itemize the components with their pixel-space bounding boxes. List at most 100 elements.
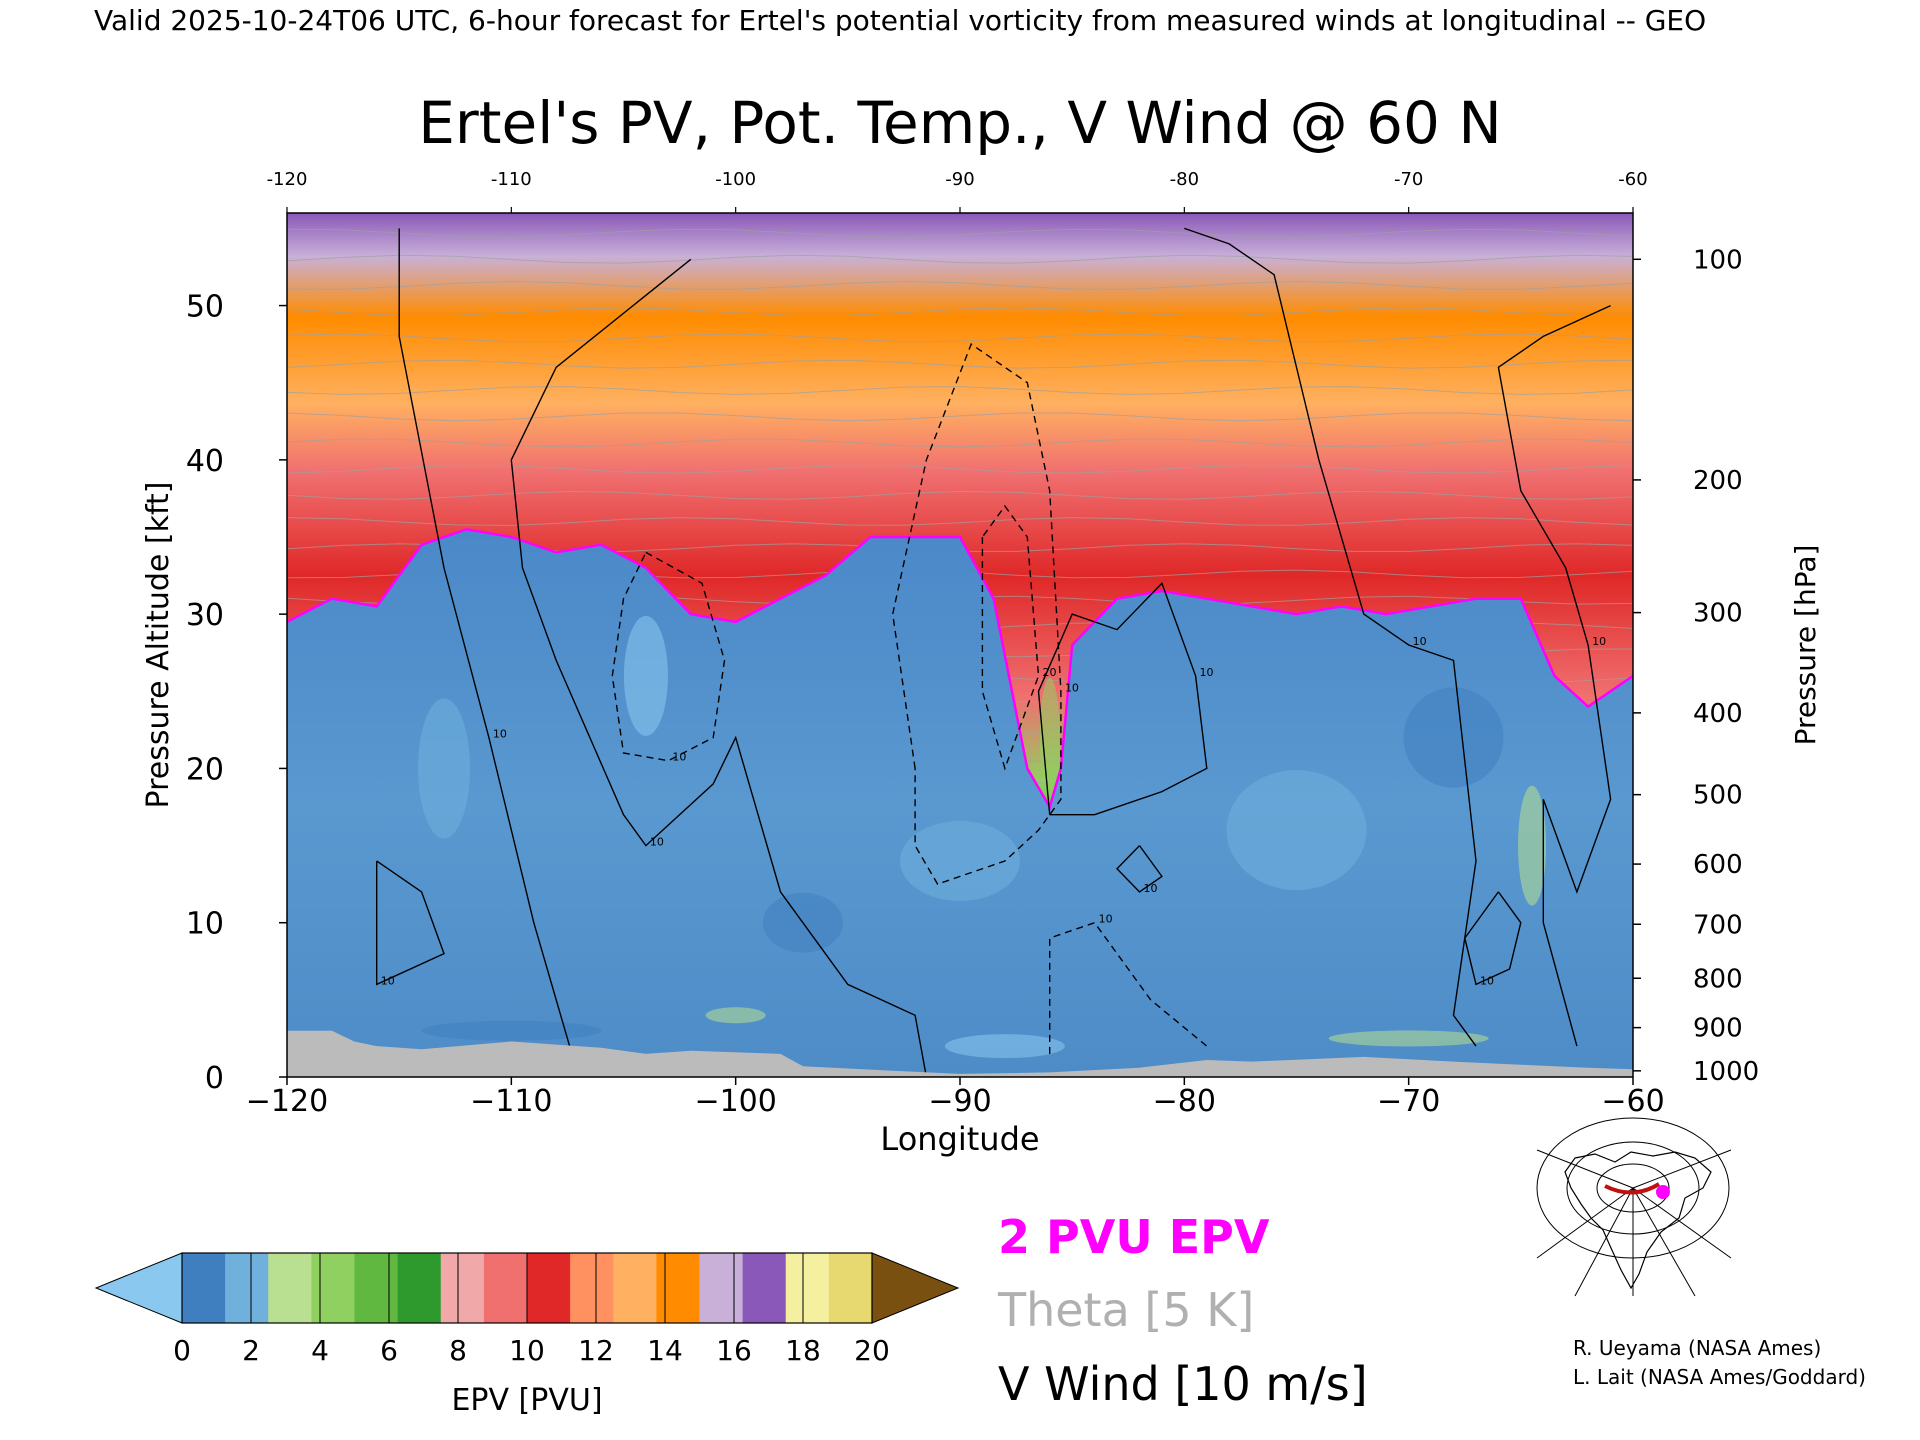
credit-line-2: L. Lait (NASA Ames/Goddard) bbox=[1573, 1365, 1866, 1389]
x-tick-label: −80 bbox=[1153, 1084, 1216, 1119]
theta-contour-line bbox=[287, 386, 1633, 395]
colorbar-segment bbox=[656, 1253, 701, 1323]
pressure-tick-label: 100 bbox=[1693, 245, 1743, 275]
x-top-tick-label: -120 bbox=[267, 169, 308, 190]
epv-patch bbox=[418, 698, 471, 839]
colorbar-under-arrow bbox=[94, 1252, 183, 1324]
epv-patch bbox=[944, 1034, 1065, 1059]
v-wind-contour bbox=[376, 860, 445, 986]
colorbar-segment bbox=[613, 1253, 657, 1323]
colorbar-segment bbox=[397, 1253, 442, 1323]
y-axis-left: 0 10 20 30 40 50 bbox=[186, 290, 287, 1096]
legend-wind: V Wind [10 m/s] bbox=[998, 1357, 1368, 1411]
v-wind-contour-label: 10 bbox=[1099, 913, 1113, 926]
x-tick-label: −60 bbox=[1601, 1084, 1664, 1119]
troposphere-field bbox=[287, 529, 1633, 1077]
v-wind-contour bbox=[1037, 582, 1208, 816]
colorbar: 0 2 4 6 8 10 12 14 16 18 20 bbox=[94, 1252, 960, 1367]
colorbar-tick-label: 0 bbox=[173, 1334, 191, 1367]
v-wind-contour-label: 10 bbox=[1480, 974, 1494, 987]
pressure-tick-label: 800 bbox=[1693, 964, 1743, 994]
x-axis-label: Longitude bbox=[880, 1120, 1039, 1158]
epv-patch bbox=[1226, 770, 1367, 891]
colorbar-segment bbox=[570, 1253, 614, 1323]
theta-contour-line bbox=[287, 359, 1633, 369]
epv-patch bbox=[1328, 1030, 1489, 1047]
theta-contour-line bbox=[287, 333, 1633, 343]
x-top-tick-label: -70 bbox=[1394, 169, 1423, 190]
x-axis-bottom: −120 −110 −100 −90 −80 −70 −60 bbox=[246, 1077, 1665, 1119]
y-tick-label: 10 bbox=[186, 907, 224, 942]
theta-contour-line bbox=[287, 280, 1633, 290]
legend-epv: 2 PVU EPV bbox=[998, 1210, 1270, 1264]
y-axis-right: 100 200 300 400 500 600 700 800 900 1000 bbox=[1633, 245, 1759, 1087]
v-wind-contour-label: 10 bbox=[1143, 882, 1157, 895]
v-wind-contour bbox=[398, 228, 580, 1077]
v-wind-contour bbox=[611, 551, 726, 762]
colorbar-segment bbox=[354, 1253, 399, 1323]
v-wind-contour bbox=[1497, 304, 1612, 1047]
colorbar-segment bbox=[440, 1253, 485, 1323]
colorbar-segment bbox=[699, 1253, 744, 1323]
y-tick-label: 20 bbox=[186, 752, 224, 787]
x-tick-label: −100 bbox=[694, 1084, 776, 1119]
v-wind-contour bbox=[1116, 845, 1163, 893]
colorbar-segment bbox=[311, 1253, 356, 1323]
v-wind-contour-label: 10 bbox=[381, 974, 395, 987]
epv-patch bbox=[421, 1020, 602, 1041]
v-wind-contour-label: 10 bbox=[493, 728, 507, 741]
x-top-tick-label: -90 bbox=[945, 169, 974, 190]
theta-contour-line bbox=[287, 517, 1633, 526]
epv-patch bbox=[705, 1007, 766, 1024]
v-wind-contour-label: 10 bbox=[1413, 635, 1427, 648]
colorbar-tick-label: 14 bbox=[647, 1334, 683, 1367]
y-axis-label-left: Pressure Altitude [kft] bbox=[141, 482, 176, 809]
x-top-tick-label: -100 bbox=[715, 169, 756, 190]
y-tick-label: 50 bbox=[186, 290, 224, 325]
epv-patch bbox=[1518, 785, 1547, 906]
colorbar-tick-label: 2 bbox=[242, 1334, 260, 1367]
credit-line-1: R. Ueyama (NASA Ames) bbox=[1573, 1336, 1821, 1360]
pressure-tick-label: 900 bbox=[1693, 1014, 1743, 1044]
colorbar-segment bbox=[182, 1253, 226, 1323]
v-wind-contour bbox=[510, 258, 928, 1077]
x-axis-top: -120 -110 -100 -90 -80 -70 -60 bbox=[267, 169, 1648, 213]
epv-patch bbox=[1403, 687, 1504, 788]
v-wind-contour-label: 10 bbox=[1200, 666, 1214, 679]
colorbar-tick-label: 6 bbox=[380, 1334, 398, 1367]
colorbar-segment bbox=[785, 1253, 830, 1323]
pressure-tick-label: 700 bbox=[1693, 910, 1743, 940]
pressure-tick-label: 1000 bbox=[1693, 1057, 1759, 1087]
v-wind-contour-label: 10 bbox=[650, 836, 664, 849]
colorbar-segment bbox=[828, 1253, 873, 1323]
x-top-tick-label: -110 bbox=[491, 169, 532, 190]
colorbar-segment bbox=[742, 1253, 787, 1323]
colorbar-tick-label: 18 bbox=[785, 1334, 821, 1367]
colorbar-label: EPV [PVU] bbox=[451, 1383, 602, 1418]
legend-theta: Theta [5 K] bbox=[997, 1283, 1254, 1337]
y-tick-label: 0 bbox=[205, 1061, 224, 1096]
theta-contour-line bbox=[287, 412, 1633, 422]
theta-contour-line bbox=[287, 307, 1633, 316]
x-tick-label: −110 bbox=[470, 1084, 552, 1119]
pressure-tick-label: 300 bbox=[1693, 599, 1743, 629]
inset-coastline bbox=[1564, 1151, 1712, 1290]
v-wind-contour-label: 10 bbox=[1065, 681, 1079, 694]
v-wind-contour bbox=[1464, 891, 1522, 986]
epv-patch bbox=[900, 821, 1020, 901]
colorbar-tick-label: 8 bbox=[449, 1334, 467, 1367]
theta-contour-line bbox=[287, 228, 1633, 238]
theta-contour-line bbox=[287, 438, 1633, 448]
colorbar-tick-label: 12 bbox=[578, 1334, 614, 1367]
colorbar-tick-label: 16 bbox=[716, 1334, 752, 1367]
v-wind-contour-label: 10 bbox=[1592, 635, 1606, 648]
colorbar-tick-label: 10 bbox=[509, 1334, 545, 1367]
inset-location-marker bbox=[1656, 1185, 1670, 1199]
terrain bbox=[287, 1030, 1633, 1077]
colorbar-over-arrow bbox=[871, 1252, 960, 1324]
valid-line: Valid 2025-10-24T06 UTC, 6-hour forecast… bbox=[94, 4, 1706, 37]
